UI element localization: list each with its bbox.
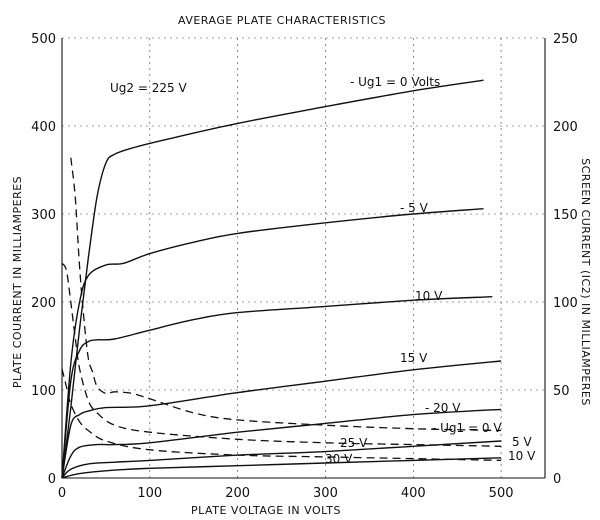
plate-series-label: 25 V [340,436,368,450]
plate-curve [61,457,502,479]
y2-tick-label: 250 [553,32,578,47]
plate-curve [61,296,493,479]
y-tick-label: 100 [31,384,56,399]
y2-tick-label: 100 [553,296,578,311]
tick-labels: 0 100 200 300 400 500 0 100 200 300 400 500 0 50 100 15… [31,32,578,501]
screen-curve [61,262,502,447]
axes [61,38,546,479]
plate-series-label: 15 V [400,351,428,365]
plate-curve [61,79,484,479]
y2-axis-label: SCREEN CURRENT (IC2) IN MILLIAMPERES [579,158,592,406]
y2-tick-label: 200 [553,120,578,135]
plate-curve [61,408,502,479]
y-tick-label: 300 [31,208,56,223]
y-axis-label: PLATE COURRENT IN MILLIAMPERES [11,176,24,388]
screen-series-label: 5 V [512,435,532,449]
plate-series-label: - Ug1 = 0 Volts [350,75,440,89]
screen-curve [70,157,502,432]
plate-series-label: 30 V [325,452,353,466]
plate-curve [61,440,502,479]
y2-tick-label: 50 [553,384,570,399]
x-tick-label: 200 [225,486,250,501]
series-labels: - Ug1 = 0 Volts - 5 V 10 V 15 V - 20 V 25 V 30… [325,75,536,466]
screen-series-label: 10 V [508,449,536,463]
plate-series-label: - 20 V [425,401,461,415]
y-tick-label: 500 [31,32,56,47]
y-tick-label: 400 [31,120,56,135]
screen-curve [61,368,502,462]
x-tick-label: 400 [401,486,426,501]
y-tick-label: 200 [31,296,56,311]
curves [61,79,502,479]
chart-title: AVERAGE PLATE CHARACTERISTICS [178,14,386,27]
x-tick-label: 300 [313,486,338,501]
x-tick-label: 500 [489,486,514,501]
plate-series-label: - 5 V [400,201,429,215]
plate-curve [61,360,502,479]
x-axis-label: PLATE VOLTAGE IN VOLTS [191,504,341,517]
plate-curve [61,208,484,479]
grid [62,37,545,478]
y2-tick-label: 150 [553,208,578,223]
ug2-annotation: Ug2 = 225 V [110,81,187,95]
x-tick-label: 0 [58,486,66,501]
y-tick-label: 0 [48,472,56,487]
plate-series-label: 10 V [415,289,443,303]
screen-series-label: - Ug1 = 0 V [432,421,502,435]
x-tick-label: 100 [137,486,162,501]
y2-tick-label: 0 [553,472,561,487]
